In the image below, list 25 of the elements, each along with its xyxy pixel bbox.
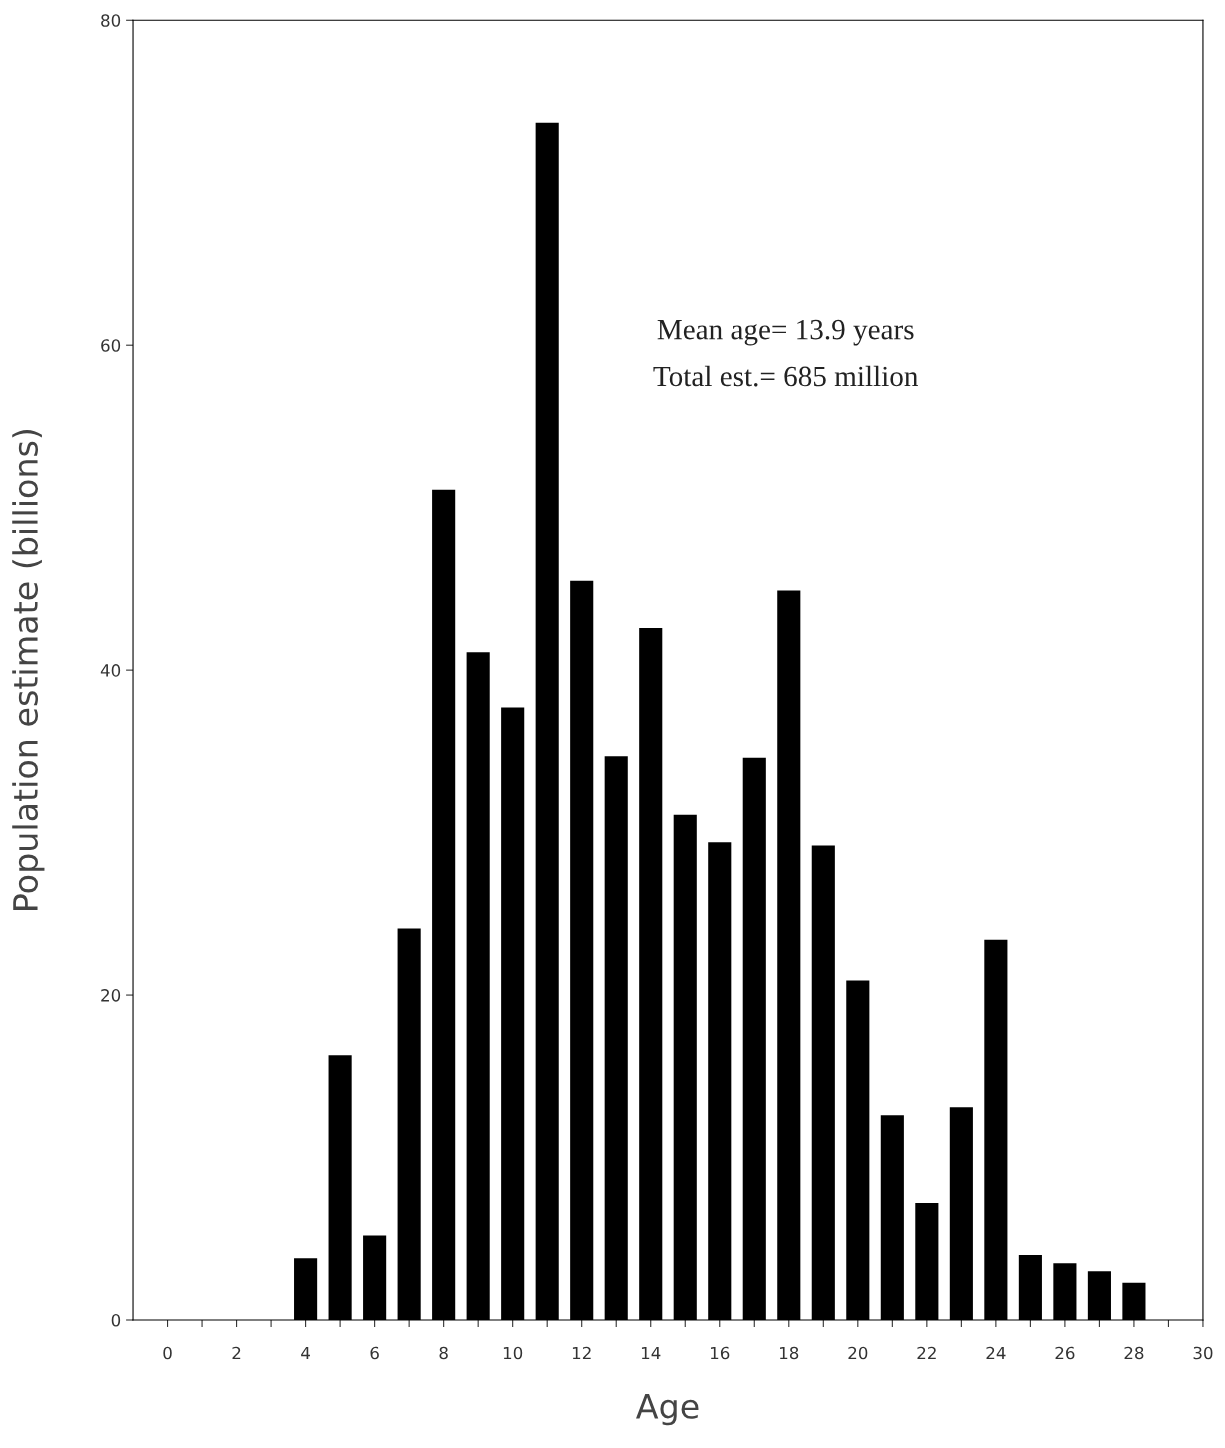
- y-tick-label: 80: [101, 14, 121, 27]
- annotation: Total est.= 685 million: [653, 365, 919, 387]
- x-tick-label: 16: [710, 1346, 730, 1360]
- x-axis-title: Age: [636, 1394, 699, 1426]
- x-tick-label: 22: [917, 1346, 936, 1360]
- x-tick-label: 18: [780, 1346, 799, 1360]
- x-tick-label: 30: [1193, 1346, 1213, 1360]
- x-tick-label: 26: [1055, 1346, 1075, 1360]
- x-tick-label: 14: [641, 1346, 661, 1360]
- x-tick-label: 20: [848, 1346, 868, 1360]
- x-tick-label: 28: [1124, 1346, 1144, 1360]
- y-axis-title: Population estimate (billions): [12, 429, 45, 910]
- x-tick-label: 6: [370, 1346, 379, 1360]
- x-tick-label: 0: [163, 1346, 172, 1360]
- y-tick-label: 20: [101, 989, 121, 1002]
- x-tick-label: 24: [986, 1346, 1006, 1360]
- y-tick-label: 0: [111, 1313, 121, 1327]
- x-tick-label: 8: [439, 1346, 448, 1360]
- annotation: Mean age= 13.9 years: [657, 319, 914, 346]
- x-tick-label: 10: [503, 1346, 523, 1360]
- y-tick-label: 60: [101, 339, 121, 352]
- x-tick-label: 12: [572, 1346, 591, 1360]
- x-tick-label: 4: [301, 1346, 310, 1360]
- y-tick-label: 40: [100, 664, 121, 677]
- x-tick-label: 2: [232, 1346, 241, 1360]
